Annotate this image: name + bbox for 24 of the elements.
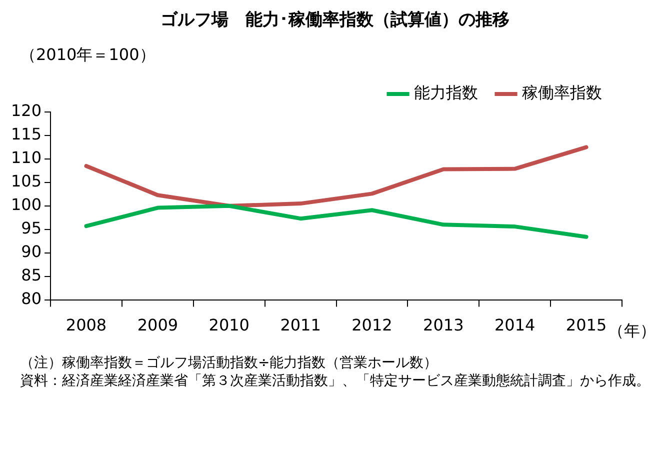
y-tick-label: 105 [10, 172, 42, 191]
legend-label: 稼働率指数 [522, 83, 602, 102]
x-tick-label: 2015 [566, 316, 607, 335]
y-axis-title: （2010年＝100） [20, 45, 156, 66]
chart-title: ゴルフ場 能力･稼働率指数（試算値）の推移 [160, 9, 510, 31]
y-tick-label: 80 [21, 288, 42, 308]
x-tick-label: 2008 [66, 316, 107, 335]
y-tick-label: 120 [10, 101, 42, 120]
text: （注）稼働率指数＝ゴルフ場活動指数÷能力指数（営業ホール数） [20, 354, 439, 372]
y-tick-label: 85 [21, 265, 42, 284]
y-tick-label: 110 [10, 148, 42, 168]
x-axis-title: （年） [608, 321, 656, 340]
y-tick-label: 90 [21, 242, 42, 262]
text: 資料：経済産業経済産業省「第３次産業活動指数」、「特定サービス産業動態統計調査」から作成。 [20, 372, 651, 390]
x-tick-label: 2013 [423, 316, 464, 335]
x-tick-label: 2014 [494, 316, 536, 335]
y-tick-label: 100 [10, 195, 42, 214]
x-tick-label: 2011 [280, 316, 321, 335]
x-tick-label: 2012 [352, 316, 392, 335]
y-tick-label: 115 [10, 124, 42, 144]
x-tick-label: 2009 [137, 316, 178, 335]
legend-label: 能力指数 [414, 83, 478, 102]
x-tick-label: 2010 [208, 316, 250, 335]
y-tick-label: 95 [21, 218, 42, 238]
